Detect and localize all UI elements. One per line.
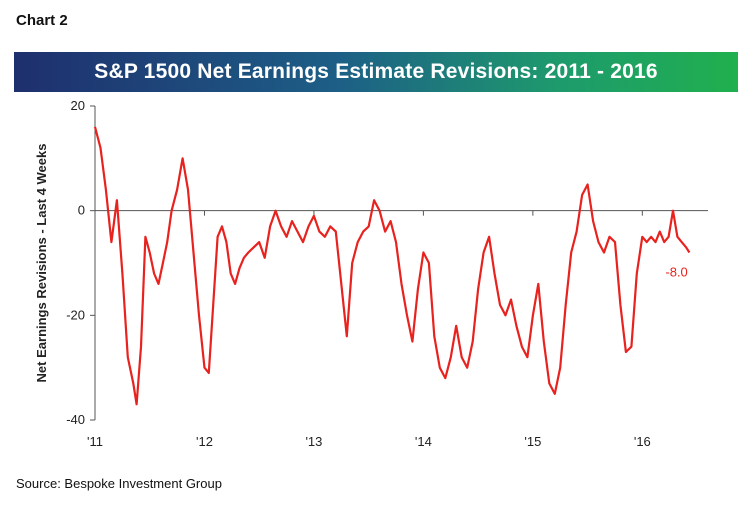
series-layer (93, 126, 691, 406)
title-banner: S&P 1500 Net Earnings Estimate Revisions… (14, 52, 738, 92)
end-value-label: -8.0 (665, 265, 687, 280)
x-tick-label: '11 (87, 434, 103, 449)
y-axis-label: Net Earnings Revisions - Last 4 Weeks (34, 144, 49, 383)
y-tick-label: -20 (66, 307, 85, 322)
x-tick-label: '16 (634, 434, 651, 449)
x-tick-label: '15 (524, 434, 541, 449)
chart-title: S&P 1500 Net Earnings Estimate Revisions… (94, 60, 658, 83)
x-tick-label: '14 (415, 434, 432, 449)
y-tick-label: -40 (66, 412, 85, 427)
x-tick-label: '12 (196, 434, 213, 449)
annotations: -8.0 (665, 265, 687, 280)
axes (90, 105, 708, 421)
x-tick-label: '13 (305, 434, 322, 449)
y-tick-label: 0 (78, 203, 85, 218)
tick-labels: 20 0 -20 -40'11 '12 '13 '14 '15 '16 Net Earnings … (34, 98, 651, 449)
y-tick-label: 20 (71, 98, 85, 113)
chart-label: Chart 2 (16, 12, 68, 29)
series-line (93, 126, 691, 406)
source-note: Source: Bespoke Investment Group (16, 476, 222, 491)
